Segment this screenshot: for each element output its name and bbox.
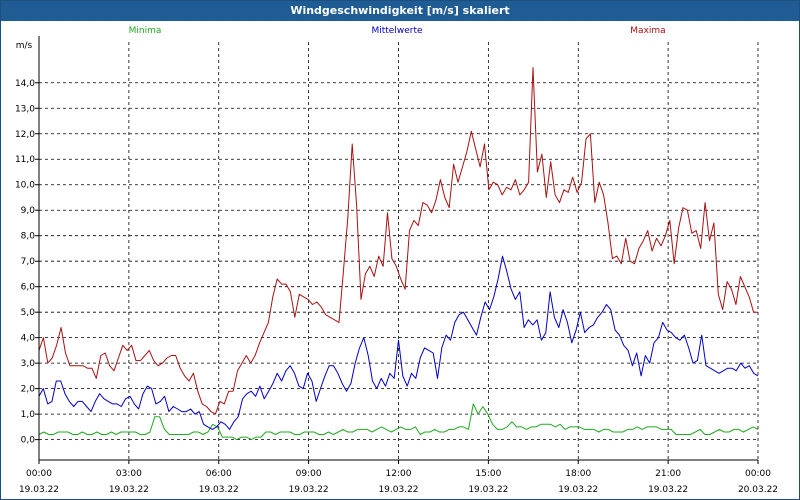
x-tick-date: 19.03.22 bbox=[19, 485, 59, 495]
series-line-mittelwerte bbox=[38, 255, 759, 430]
legend-minima: Minima bbox=[129, 26, 162, 36]
y-tick-label: 0,0 bbox=[21, 436, 36, 446]
x-tick-date: 19.03.22 bbox=[558, 485, 598, 495]
x-tick-time: 06:00 bbox=[206, 469, 232, 479]
x-tick-time: 00:00 bbox=[26, 469, 52, 479]
x-tick-date: 19.03.22 bbox=[199, 485, 239, 495]
y-tick-label: 9,0 bbox=[21, 206, 36, 216]
legend-maxima: Maxima bbox=[630, 26, 665, 36]
x-tick-date: 19.03.22 bbox=[378, 485, 418, 495]
x-tick-time: 15:00 bbox=[475, 469, 501, 479]
y-tick-label: 12,0 bbox=[15, 130, 35, 140]
axes bbox=[35, 36, 759, 464]
x-tick-date: 19.03.22 bbox=[648, 485, 688, 495]
y-tick-label: 14,0 bbox=[15, 79, 35, 89]
y-tick-label: 5,0 bbox=[21, 308, 36, 318]
grid bbox=[38, 42, 759, 460]
x-tick-date: 19.03.22 bbox=[109, 485, 149, 495]
y-tick-label: 1,0 bbox=[21, 410, 36, 420]
y-axis-label: m/s bbox=[16, 41, 33, 51]
y-tick-label: 13,0 bbox=[15, 104, 35, 114]
series-lines bbox=[38, 67, 759, 441]
x-tick-time: 12:00 bbox=[386, 469, 412, 479]
x-tick-time: 21:00 bbox=[655, 469, 681, 479]
x-tick-time: 03:00 bbox=[116, 469, 142, 479]
y-tick-label: 7,0 bbox=[21, 257, 36, 267]
y-tick-label: 8,0 bbox=[21, 232, 36, 242]
legend-mittelwerte: Mittelwerte bbox=[371, 26, 422, 36]
y-tick-label: 2,0 bbox=[21, 385, 36, 395]
x-tick-time: 18:00 bbox=[565, 469, 591, 479]
series-line-minima bbox=[38, 403, 759, 441]
x-tick-date: 19.03.22 bbox=[468, 485, 508, 495]
y-tick-label: 3,0 bbox=[21, 359, 36, 369]
x-tick-date: 19.03.22 bbox=[289, 485, 329, 495]
y-tick-label: 11,0 bbox=[15, 155, 35, 165]
chart-title: Windgeschwindigkeit [m/s] skaliert bbox=[1, 1, 799, 21]
x-tick-date: 20.03.22 bbox=[738, 485, 778, 495]
labels: 0,0 1,0 2,0 3,0 4,0 5,0 6,0 7,0 8,0 9,0 10,0 11,0 12… bbox=[15, 26, 778, 495]
y-tick-label: 4,0 bbox=[21, 334, 36, 344]
y-tick-label: 10,0 bbox=[15, 181, 35, 191]
x-tick-time: 00:00 bbox=[745, 469, 771, 479]
x-tick-time: 09:00 bbox=[296, 469, 322, 479]
series-line-maxima bbox=[38, 67, 758, 415]
y-tick-label: 6,0 bbox=[21, 283, 36, 293]
